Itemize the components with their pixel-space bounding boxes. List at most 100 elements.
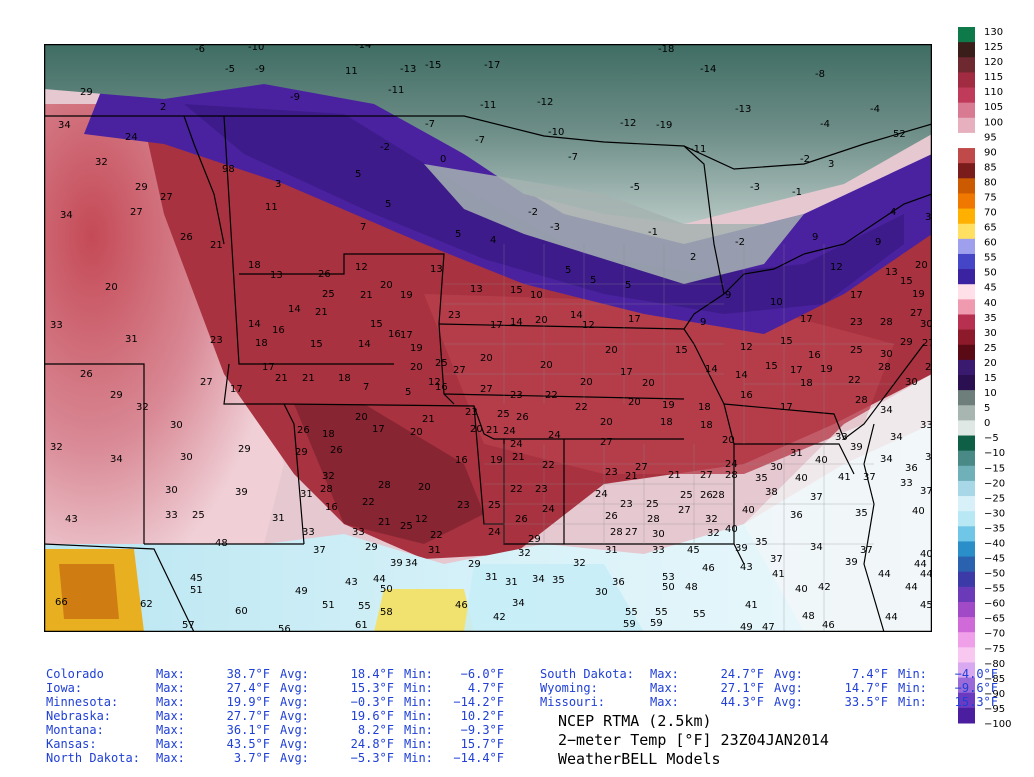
- temperature-label: 30: [920, 319, 932, 330]
- temperature-label: 2: [690, 252, 696, 263]
- southwest-warm-region-2: [59, 564, 119, 619]
- temperature-label: -12: [537, 97, 553, 108]
- temperature-label: 51: [322, 600, 335, 611]
- temperature-label: 44: [373, 574, 386, 585]
- temperature-label: 21: [378, 517, 391, 528]
- colorbar-swatch: [958, 647, 975, 663]
- temperature-label: 20: [355, 412, 368, 423]
- temperature-label: 61: [355, 620, 368, 631]
- colorbar-tick-label: −40: [984, 538, 1005, 549]
- stats-max: 44.3°F: [720, 695, 764, 709]
- plains-red-region: [424, 294, 894, 474]
- temperature-label: 34: [58, 120, 71, 131]
- temperature-label: 30: [770, 462, 783, 473]
- colorbar-swatch: [958, 586, 975, 603]
- colorbar-swatch: [958, 102, 975, 119]
- temperature-label: 35: [755, 537, 768, 548]
- temperature-label: -10: [248, 44, 264, 53]
- temperature-label: 25: [400, 521, 413, 532]
- temperature-label: -2: [800, 154, 810, 165]
- stats-min-label: Min:: [404, 695, 433, 709]
- temperature-label: 25: [435, 358, 448, 369]
- temperature-label: 27: [130, 207, 143, 218]
- colorbar-tick-label: 50: [984, 268, 997, 279]
- temperature-label: 29: [238, 444, 251, 455]
- colorbar-tick-label: 85: [984, 162, 997, 173]
- temperature-label: 30: [905, 377, 918, 388]
- colorbar-tick-label: 65: [984, 223, 997, 234]
- temperature-label: 48: [215, 538, 228, 549]
- temperature-label: 5: [385, 199, 391, 210]
- colorbar-swatch: [958, 571, 975, 588]
- stats-avg: 8.2°F: [357, 723, 394, 737]
- colorbar-tick-label: 125: [984, 42, 1003, 53]
- temperature-label: -2: [735, 237, 745, 248]
- colorbar-tick-label: −30: [984, 508, 1005, 519]
- temperature-label: 27: [922, 338, 932, 349]
- stats-min: 4.7°F: [467, 681, 504, 695]
- stats-max-label: Max:: [650, 695, 679, 709]
- temperature-label: 55: [693, 609, 706, 620]
- colorbar-swatch: [958, 132, 975, 149]
- colorbar-swatch: [958, 677, 975, 694]
- temperature-label: 20: [380, 280, 393, 291]
- temperature-label: 20: [535, 315, 548, 326]
- colorbar-swatch: [958, 375, 975, 391]
- temperature-label: 14: [735, 370, 748, 381]
- stats-max-label: Max:: [156, 681, 185, 695]
- colorbar: 1301251201151101051009590858075706560555…: [958, 27, 1011, 727]
- temperature-label: 5: [590, 275, 596, 286]
- stats-min: −4.0°F: [954, 667, 998, 681]
- temperature-label: 10: [530, 290, 543, 301]
- stats-avg-label: Avg:: [280, 751, 309, 765]
- temperature-label: 27: [635, 462, 648, 473]
- stats-min-label: Min:: [898, 667, 927, 681]
- temperature-label: 66: [55, 597, 68, 608]
- colorbar-swatch: [958, 117, 975, 134]
- temperature-label: 29: [295, 447, 308, 458]
- temperature-label: 26: [297, 425, 310, 436]
- temperature-label: 19: [912, 289, 925, 300]
- rockies-dark-region: [294, 404, 484, 544]
- temperature-label: -6: [195, 44, 205, 55]
- colorbar-tick-label: 25: [984, 343, 997, 354]
- stats-max: 27.1°F: [720, 681, 764, 695]
- colorbar-swatch: [958, 556, 975, 573]
- stats-max: 36.1°F: [226, 723, 270, 737]
- temperature-label: -1: [648, 227, 658, 238]
- temperature-label: 28: [610, 527, 623, 538]
- temperature-label: -12: [620, 118, 636, 129]
- temperature-label: 12: [415, 514, 428, 525]
- temperature-label: 43: [740, 562, 753, 573]
- temperature-label: 29: [900, 337, 913, 348]
- temperature-label: 56: [278, 624, 291, 632]
- temperature-label: 32: [95, 157, 108, 168]
- temperature-label: 48: [802, 611, 815, 622]
- temperature-label: 21: [275, 373, 288, 384]
- stats-min: −9.3°F: [460, 723, 504, 737]
- temperature-label: 62: [140, 599, 153, 610]
- temperature-label: 28: [880, 317, 893, 328]
- colorbar-swatch: [958, 27, 975, 43]
- temperature-label: 26: [516, 412, 529, 423]
- temperature-label: 37: [920, 486, 932, 497]
- temperature-label: 31: [300, 489, 313, 500]
- stats-min: −14.4°F: [453, 751, 504, 765]
- temperature-label: 21: [360, 290, 373, 301]
- temperature-label: 12: [830, 262, 843, 273]
- temperature-label: -11: [690, 144, 706, 155]
- colorbar-swatch: [958, 390, 975, 406]
- colorbar-swatch: [958, 405, 975, 421]
- temperature-label: 46: [455, 600, 468, 611]
- temperature-label: 33: [352, 527, 365, 538]
- temperature-label: 17: [490, 320, 503, 331]
- temperature-label: 31: [125, 334, 138, 345]
- stats-avg: −0.3°F: [350, 695, 394, 709]
- temperature-label: -10: [548, 127, 564, 138]
- colorbar-tick-label: −45: [984, 554, 1005, 565]
- colorbar-tick-label: 0: [984, 418, 990, 429]
- temperature-label: 16: [808, 350, 821, 361]
- temperature-label: 24: [542, 504, 555, 515]
- temperature-label: 2: [160, 102, 166, 113]
- temperature-label: -13: [735, 104, 751, 115]
